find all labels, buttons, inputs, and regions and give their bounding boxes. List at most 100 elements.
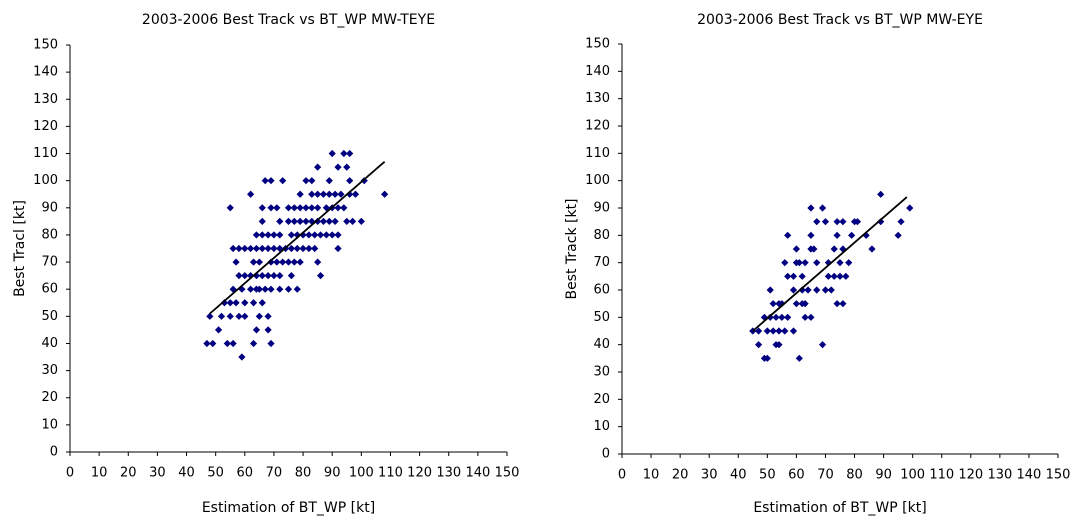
point: [226, 299, 234, 307]
point: [836, 272, 844, 280]
point: [328, 149, 336, 158]
y-tick-label: 10: [41, 417, 58, 432]
point: [267, 204, 275, 212]
point: [276, 285, 284, 293]
point: [293, 285, 301, 293]
point: [813, 286, 821, 294]
point: [789, 286, 798, 294]
point: [319, 190, 328, 198]
point: [252, 272, 261, 280]
point: [807, 204, 815, 212]
point: [226, 312, 234, 320]
y-tick-label: 130: [585, 91, 610, 106]
point: [325, 177, 333, 185]
point: [247, 272, 255, 280]
point: [258, 231, 266, 239]
point: [296, 204, 304, 212]
x-tick-label: 60: [788, 468, 805, 483]
point: [290, 204, 298, 212]
point: [357, 217, 365, 225]
point: [308, 204, 316, 212]
point: [264, 231, 272, 239]
point: [314, 217, 322, 225]
y-tick-label: 20: [41, 390, 58, 405]
point: [267, 177, 275, 185]
point: [331, 217, 339, 225]
point: [833, 218, 841, 226]
y-tick-label: 30: [41, 363, 58, 378]
y-tick-label: 20: [593, 392, 610, 407]
point: [247, 190, 255, 198]
point: [821, 286, 830, 294]
x-tick-label: 50: [759, 468, 776, 483]
y-tick-label: 60: [593, 283, 610, 298]
point: [334, 244, 342, 253]
point: [293, 231, 301, 239]
point: [801, 300, 809, 308]
point: [296, 217, 304, 225]
point: [270, 231, 278, 239]
point: [906, 204, 914, 212]
x-tick-label: 10: [91, 466, 108, 481]
y-tick-label: 130: [33, 92, 58, 107]
point: [302, 177, 310, 185]
point: [299, 231, 307, 239]
point: [868, 245, 876, 253]
point: [340, 149, 348, 158]
point: [766, 313, 774, 321]
point: [314, 258, 322, 266]
point: [346, 177, 354, 185]
point: [314, 163, 322, 171]
point: [316, 231, 325, 239]
y-tick-label: 70: [41, 255, 58, 270]
point: [778, 300, 786, 308]
point: [273, 204, 281, 212]
point: [322, 231, 330, 239]
point: [798, 272, 806, 280]
point: [214, 326, 223, 334]
point: [293, 244, 301, 253]
y-tick-label: 40: [41, 336, 58, 351]
x-tick-label: 120: [958, 468, 983, 483]
point: [284, 258, 293, 266]
point: [833, 231, 841, 239]
point: [784, 231, 792, 239]
point: [325, 190, 333, 198]
y-tick-label: 90: [41, 200, 58, 215]
point: [821, 218, 830, 226]
x-tick-label: 130: [987, 468, 1012, 483]
point: [296, 258, 304, 266]
y-tick-label: 50: [593, 310, 610, 325]
point: [792, 300, 800, 308]
chart-title: 2003-2006 Best Track vs BT_WP MW-EYE: [697, 12, 983, 28]
y-tick-label: 30: [593, 365, 610, 380]
point: [235, 244, 243, 253]
point: [845, 259, 853, 267]
point: [784, 313, 792, 321]
x-axis-label: Estimation of BT_WP [kt]: [202, 500, 375, 516]
point: [789, 272, 798, 280]
point: [311, 244, 319, 253]
x-tick-label: 110: [378, 466, 403, 481]
point: [781, 259, 789, 267]
point: [810, 245, 818, 253]
point: [346, 190, 354, 198]
point: [348, 217, 357, 225]
point: [284, 285, 293, 293]
point: [264, 326, 272, 334]
x-tick-label: 100: [349, 466, 374, 481]
x-tick-label: 90: [324, 466, 341, 481]
point: [833, 300, 841, 308]
chart-title: 2003-2006 Best Track vs BT_WP MW-TEYE: [142, 12, 435, 28]
point: [229, 244, 237, 253]
point: [801, 313, 809, 321]
point: [264, 272, 272, 280]
point: [276, 217, 284, 225]
point: [270, 272, 278, 280]
point: [247, 285, 255, 293]
point: [302, 204, 310, 212]
point: [836, 259, 844, 267]
x-tick-label: 150: [495, 466, 520, 481]
point: [763, 354, 771, 362]
